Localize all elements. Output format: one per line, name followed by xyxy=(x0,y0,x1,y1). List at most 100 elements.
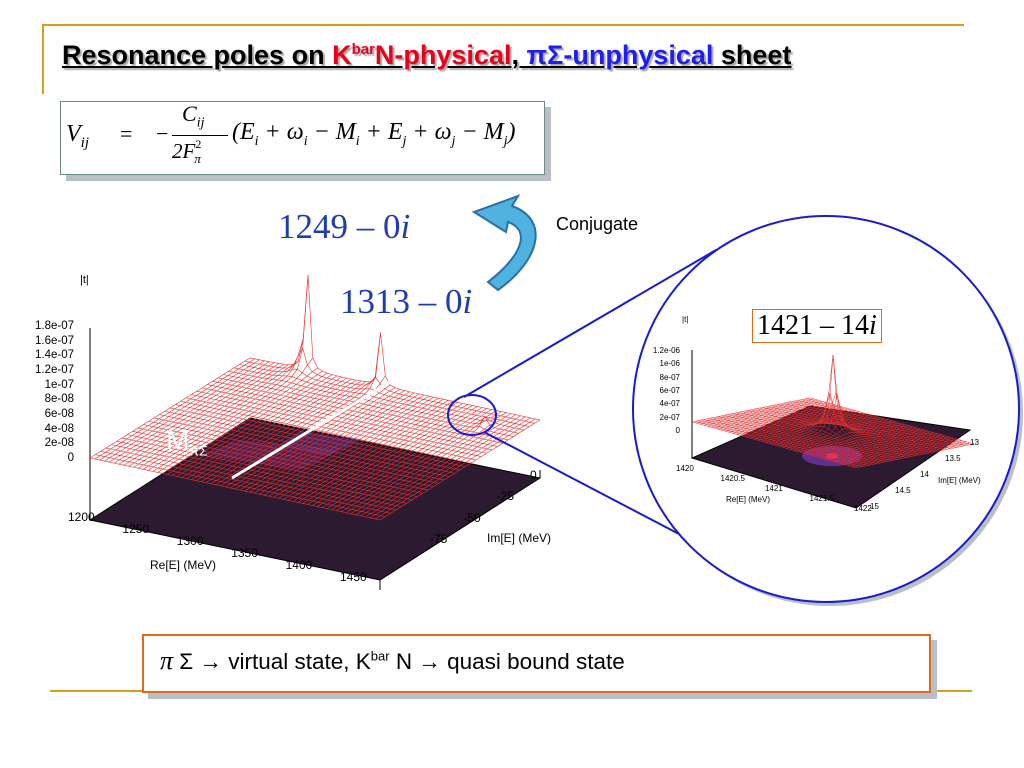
inset-mesh-line xyxy=(712,403,831,428)
inset-mesh-line xyxy=(737,410,856,435)
formula-num-c: C xyxy=(182,101,197,126)
inset-mesh-line xyxy=(704,401,823,426)
mesh-line xyxy=(249,391,410,493)
threshold-label: MπΣ xyxy=(166,424,208,459)
main-ylabel: Im[E] (MeV) xyxy=(487,531,552,545)
conclusion-box xyxy=(142,634,931,693)
inset-mesh-line xyxy=(761,417,880,442)
inset-y-tick-label: 15 xyxy=(870,502,879,511)
mesh-line xyxy=(89,357,251,459)
inset-mesh-line xyxy=(741,411,860,436)
mesh-line xyxy=(375,418,536,520)
mesh-line xyxy=(360,415,521,517)
conclusion-n: N xyxy=(389,649,419,674)
mesh-line xyxy=(191,378,352,480)
inset-mesh-line xyxy=(798,427,917,452)
title-kbar-sup: bar xyxy=(351,41,375,58)
z-tick-label: 1.4e-07 xyxy=(34,349,74,362)
z-tick-label: 4e-08 xyxy=(44,422,74,435)
inset-mesh-line xyxy=(790,425,909,450)
formula-sub-i-3: i xyxy=(355,133,360,149)
formula-sub-i-2: i xyxy=(303,133,308,149)
inset-mesh-line xyxy=(819,433,938,458)
mesh-line xyxy=(302,403,463,504)
inset-y-tick-label: 14.5 xyxy=(895,486,911,495)
formula-num-sub: ij xyxy=(196,115,205,131)
inset-mesh-line xyxy=(745,412,864,438)
formula-den-sub: π xyxy=(194,151,201,167)
inset-mesh-line xyxy=(700,399,819,425)
formula-ej: + E xyxy=(365,119,403,145)
z-tick-label: 1.8e-07 xyxy=(34,320,74,332)
conclusion-virtual: virtual state, K xyxy=(221,649,371,674)
inset-mesh-line xyxy=(794,426,913,451)
mesh-line xyxy=(234,387,396,490)
inset-mesh-line xyxy=(855,443,975,469)
pole1-i: i xyxy=(400,207,411,246)
mesh-line xyxy=(278,397,439,499)
title-part3: sheet xyxy=(713,40,792,70)
mesh-line xyxy=(210,381,372,485)
inset-surface-plot xyxy=(690,350,975,509)
inset-pole-label: 1421 – 14i xyxy=(752,309,882,343)
inset-mesh-line xyxy=(720,405,839,431)
formula: Vij = − Cij 2F2π (Ei + ωi − Mi + Ej + ωj… xyxy=(64,101,544,173)
inset-y-tick-label: 13 xyxy=(970,438,979,447)
mesh-line xyxy=(370,417,531,519)
pole1-text: 1249 – 0 xyxy=(278,207,401,246)
inset-mesh-line xyxy=(691,397,811,423)
inset-mesh-line xyxy=(851,442,970,467)
pole2-i: i xyxy=(462,282,473,321)
formula-lhs-sub: ij xyxy=(80,134,90,151)
title-comma: , xyxy=(511,40,527,70)
conclusion-arrow-1: → xyxy=(199,649,222,674)
mesh-line xyxy=(133,364,294,468)
mesh-line xyxy=(172,374,333,476)
mesh-line xyxy=(254,392,415,494)
mesh-line xyxy=(259,393,420,495)
formula-mj: − M xyxy=(461,119,504,145)
inset-mesh-line xyxy=(814,432,934,457)
title-kbar: KbarN-physical xyxy=(332,40,511,70)
zoom-line-top xyxy=(463,249,717,398)
mesh-line xyxy=(230,384,391,489)
formula-sub-i-1: i xyxy=(254,133,259,149)
inset-mesh-line xyxy=(782,418,901,448)
mesh-line xyxy=(379,419,541,521)
inset-mesh-line xyxy=(773,354,893,446)
page-title: Resonance poles on KbarN-physical, πΣ-un… xyxy=(62,40,791,71)
inset-mesh-line xyxy=(749,413,868,439)
mesh-line xyxy=(307,404,468,505)
mesh-line xyxy=(350,413,512,515)
inset-mesh-line xyxy=(806,429,925,455)
fraction-bar xyxy=(172,135,228,136)
mesh-line xyxy=(273,396,434,498)
x-tick-label: 1250 xyxy=(122,522,150,536)
x-tick-label: 1300 xyxy=(176,534,204,548)
inset-pole-i: i xyxy=(869,310,877,341)
inset-z-tick-label: 4e-07 xyxy=(659,399,680,409)
formula-lhs-v: V xyxy=(66,121,81,147)
z-tick-label: 1.2e-07 xyxy=(34,364,74,376)
inset-mesh-line xyxy=(843,440,962,465)
mesh-line xyxy=(143,338,304,470)
mesh-line xyxy=(244,390,405,492)
mesh-line xyxy=(341,411,502,512)
z-tick-label: 8e-08 xyxy=(44,393,74,406)
threshold-m: M xyxy=(166,424,190,455)
mesh-line xyxy=(326,408,487,509)
formula-den-sup: 2 xyxy=(195,137,202,151)
inset-z-tick-label: 1.2e-06 xyxy=(652,346,680,355)
mesh-line xyxy=(147,275,309,471)
mesh-line xyxy=(336,410,497,511)
mesh-line xyxy=(94,358,255,460)
formula-body: (Ei + ωi − Mi + Ej + ωj − Mj) xyxy=(232,119,516,150)
x-tick-label: 1400 xyxy=(285,558,313,572)
inset-mesh-line xyxy=(708,402,827,427)
formula-sub-j-2: j xyxy=(451,133,456,149)
title-kbar-k: K xyxy=(332,40,352,70)
mesh-line xyxy=(167,372,328,475)
z-tick-label: 2e-08 xyxy=(44,437,74,450)
inset-x-tick-label: 1421 xyxy=(765,484,783,493)
zoom-line-bottom xyxy=(483,431,701,546)
